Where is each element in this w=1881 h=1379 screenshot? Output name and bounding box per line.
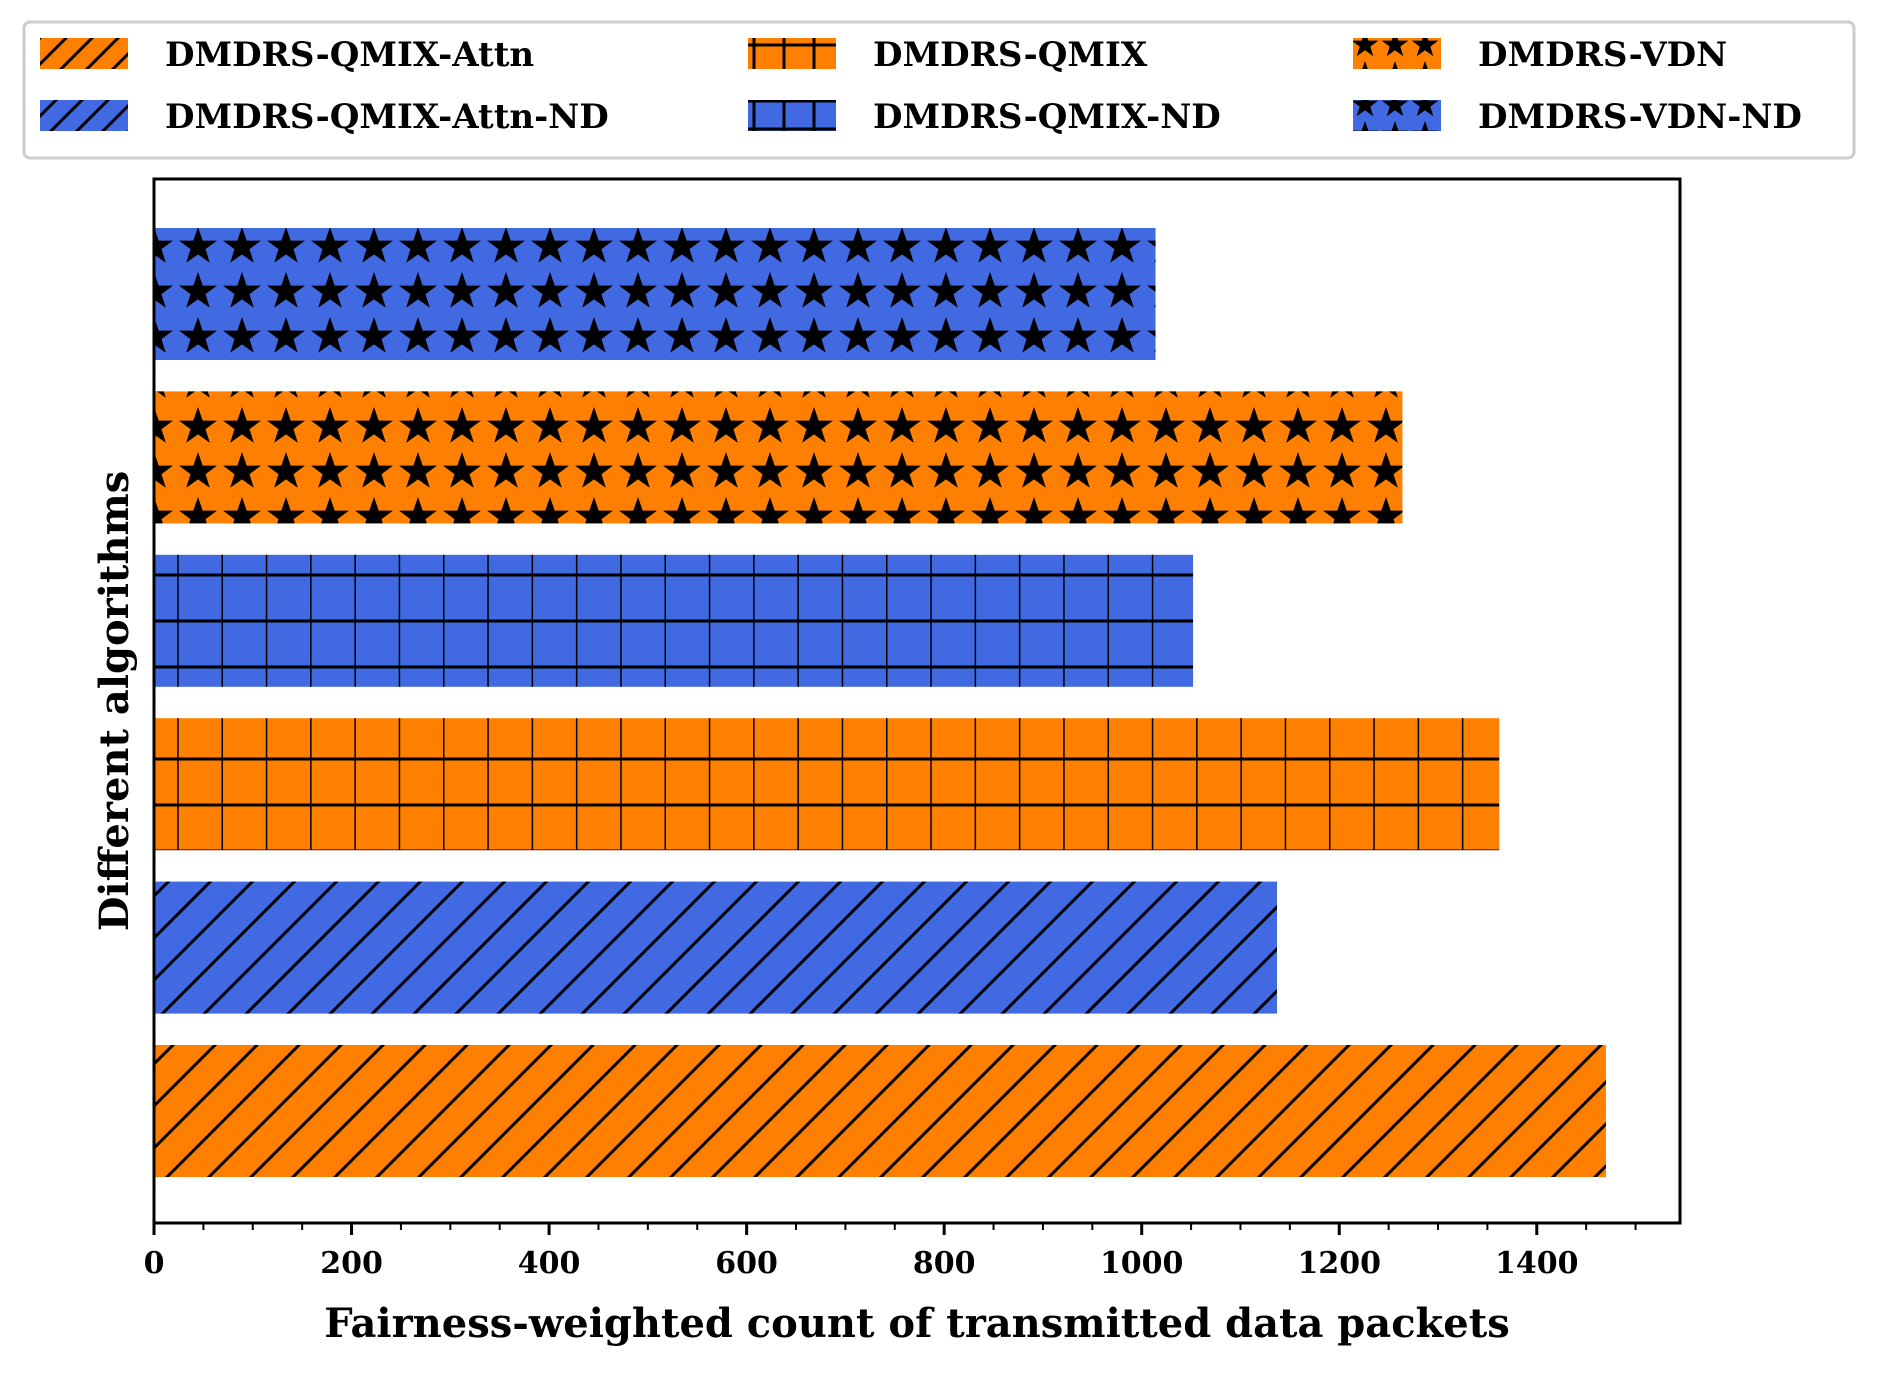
legend-item-dmdrs-qmix-nd: DMDRS-QMIX-ND [748, 97, 1221, 137]
x-axis-label: Fairness-weighted count of transmitted d… [324, 1300, 1509, 1347]
legend-swatch-hatch-dmdrs-qmix-attn-nd [40, 100, 128, 131]
x-tick-label-200: 200 [320, 1246, 383, 1281]
legend-label-dmdrs-vdn-nd: DMDRS-VDN-ND [1478, 97, 1802, 137]
legend-item-dmdrs-qmix: DMDRS-QMIX [748, 35, 1148, 75]
x-tick-label-1400: 1400 [1495, 1246, 1579, 1281]
legend-item-dmdrs-vdn: DMDRS-VDN [1353, 35, 1727, 75]
legend: DMDRS-QMIX-Attn DMDRS-QMIX DMDRS-VDN DMDRS-… [22, 20, 1856, 160]
legend-item-dmdrs-vdn-nd: DMDRS-VDN-ND [1353, 97, 1802, 137]
plot-frame [152, 177, 1682, 1225]
legend-item-dmdrs-qmix-attn-nd: DMDRS-QMIX-Attn-ND [40, 97, 609, 137]
bar-hatch-dmdrs-qmix-attn-nd [154, 881, 1278, 1014]
bar-hatch-dmdrs-qmix [154, 718, 1500, 851]
legend-swatch-hatch-dmdrs-qmix [748, 38, 836, 69]
legend-label-dmdrs-qmix-attn: DMDRS-QMIX-Attn [165, 35, 534, 75]
legend-swatch-hatch-dmdrs-qmix-attn [40, 38, 128, 69]
bar-hatch-dmdrs-qmix-attn [154, 1045, 1606, 1177]
x-tick-label-1200: 1200 [1297, 1246, 1381, 1281]
bar-hatch-dmdrs-qmix-nd [154, 554, 1194, 687]
legend-swatch-hatch-dmdrs-qmix-nd [748, 100, 836, 131]
x-tick-label-400: 400 [518, 1246, 581, 1281]
bar-dmdrs-qmix [154, 718, 1500, 851]
x-tick-label-0: 0 [144, 1246, 165, 1281]
legend-swatch-hatch-dmdrs-vdn [1353, 38, 1441, 69]
x-tick-label-1000: 1000 [1100, 1246, 1184, 1281]
legend-label-dmdrs-vdn: DMDRS-VDN [1478, 35, 1727, 75]
bar-dmdrs-vdn-nd [154, 228, 1156, 360]
bar-dmdrs-vdn [154, 391, 1403, 524]
bar-dmdrs-qmix-attn [154, 1045, 1606, 1177]
bar-hatch-dmdrs-vdn-nd [154, 228, 1156, 360]
legend-swatch-hatch-dmdrs-vdn-nd [1353, 100, 1441, 131]
x-tick-label-800: 800 [913, 1246, 976, 1281]
legend-label-dmdrs-qmix: DMDRS-QMIX [873, 35, 1148, 75]
bar-hatch-dmdrs-vdn [154, 391, 1403, 524]
legend-label-dmdrs-qmix-nd: DMDRS-QMIX-ND [873, 97, 1221, 137]
bar-dmdrs-qmix-attn-nd [154, 881, 1278, 1014]
y-axis-label: Different algorithms [91, 471, 138, 932]
legend-item-dmdrs-qmix-attn: DMDRS-QMIX-Attn [40, 35, 534, 75]
plot-area: 0 200 400 600 800 1000 1200 1400 [144, 177, 1682, 1281]
bar-dmdrs-qmix-nd [154, 554, 1194, 687]
x-tick-label-600: 600 [715, 1246, 778, 1281]
legend-label-dmdrs-qmix-attn-nd: DMDRS-QMIX-Attn-ND [165, 97, 609, 137]
